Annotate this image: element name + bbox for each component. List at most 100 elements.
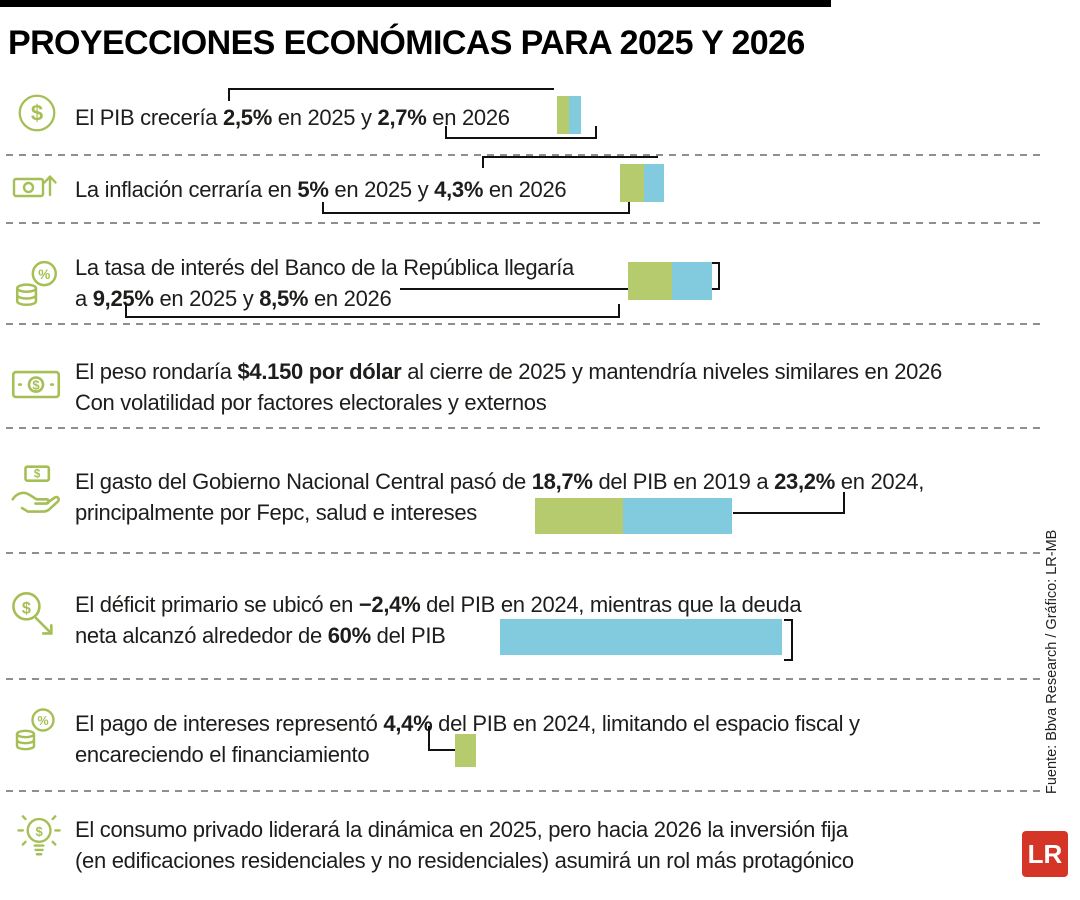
svg-text:%: % — [37, 714, 48, 728]
text-segment: El peso rondaría — [75, 359, 238, 384]
row-text: El peso rondaría $4.150 por dólar al cie… — [75, 356, 942, 418]
text-segment: al cierre de 2025 y mantendría niveles s… — [401, 359, 942, 384]
bar-2026 — [568, 96, 582, 134]
text-segment: La inflación cerraría en — [75, 177, 298, 202]
value-deficit: −2,4% — [358, 592, 421, 617]
deuda-bar — [500, 619, 782, 655]
value-2025: 5% — [297, 177, 329, 202]
callout-line — [445, 126, 597, 139]
text-segment: en 2025 y — [153, 286, 260, 311]
text-segment: del PIB — [370, 623, 446, 648]
text-segment: neta alcanzó alrededor de — [75, 623, 328, 648]
text-segment: La tasa de interés del Banco de la Repúb… — [75, 255, 574, 280]
text-segment: El déficit primario se ubicó en — [75, 592, 359, 617]
row-text: El pago de intereses representó 4,4% del… — [75, 708, 860, 770]
bar-2025 — [620, 164, 644, 202]
bar-deuda-2024 — [500, 619, 782, 655]
coins-percent-icon: % — [12, 258, 62, 308]
row-pago-intereses: % El pago de intereses representó 4,4% d… — [0, 700, 1050, 790]
top-black-bar — [0, 0, 831, 7]
callout-line — [322, 202, 630, 214]
text-segment: El PIB crecería — [75, 105, 224, 130]
cash-growth-icon — [12, 162, 60, 210]
text-segment: El pago de intereses representó — [75, 711, 384, 736]
text-segment: en 2026 — [483, 177, 567, 202]
idea-bulb-icon: $ — [12, 812, 64, 864]
callout-line — [710, 262, 720, 288]
text-segment: El consumo privado liderará la dinámica … — [75, 817, 848, 842]
text-segment: del PIB en 2024, mientras que la deuda — [420, 592, 802, 617]
dashed-divider — [6, 790, 1040, 792]
dashed-divider — [6, 427, 1040, 429]
bar-2025 — [557, 96, 569, 134]
callout-line — [784, 619, 793, 661]
text-segment: principalmente por Fepc, salud e interes… — [75, 500, 477, 525]
row-tasa-interes: % La tasa de interés del Banco de la Rep… — [0, 248, 1050, 323]
value-2025: 9,25% — [92, 286, 154, 311]
callout-line — [125, 304, 620, 318]
bar-2019 — [535, 498, 623, 534]
row-peso-dolar: $ El peso rondaría $4.150 por dólar al c… — [0, 350, 1050, 427]
lr-logo: LR — [1022, 831, 1068, 877]
banknote-icon: $ — [10, 358, 62, 410]
value-tipo-cambio: $4.150 por dólar — [237, 359, 402, 384]
text-segment: en 2026 — [308, 286, 392, 311]
value-2025: 2,5% — [223, 105, 272, 130]
text-segment: El gasto del Gobierno Nacional Central p… — [75, 469, 532, 494]
callout-line — [428, 726, 455, 751]
row-pib: $ El PIB crecería 2,5% en 2025 y 2,7% en… — [0, 88, 1050, 154]
row-deficit-deuda: $ El déficit primario se ubicó en −2,4% … — [0, 583, 1050, 678]
bar-intereses-2024 — [455, 734, 476, 767]
value-deuda: 60% — [327, 623, 371, 648]
dashed-divider — [6, 222, 1040, 224]
svg-text:%: % — [38, 267, 50, 282]
svg-text:$: $ — [32, 377, 40, 392]
row-consumo-privado: $ El consumo privado liderará la dinámic… — [0, 806, 1050, 896]
row-text: La inflación cerraría en 5% en 2025 y 4,… — [75, 174, 567, 205]
dashed-divider — [6, 154, 1040, 156]
row-text: La tasa de interés del Banco de la Repúb… — [75, 252, 574, 314]
bar-2025 — [628, 262, 672, 300]
row-inflacion: La inflación cerraría en 5% en 2025 y 4,… — [0, 156, 1050, 222]
row-gasto-gnc: $ El gasto del Gobierno Nacional Central… — [0, 458, 1050, 552]
bar-2026 — [643, 164, 664, 202]
callout-line — [228, 88, 554, 101]
value-intereses: 4,4% — [383, 711, 433, 736]
row-text: El consumo privado liderará la dinámica … — [75, 814, 854, 876]
text-segment: Con volatilidad por factores electorales… — [75, 390, 547, 415]
callout-line — [400, 288, 720, 290]
text-segment: del PIB en 2019 a — [592, 469, 775, 494]
coin-dollar-icon: $ — [14, 90, 60, 136]
intereses-bar — [455, 734, 476, 767]
dashed-divider — [6, 678, 1040, 680]
value-2019: 18,7% — [531, 469, 593, 494]
svg-text:$: $ — [34, 468, 41, 481]
callout-line — [733, 492, 845, 514]
dashed-divider — [6, 323, 1040, 325]
page-title: PROYECCIONES ECONÓMICAS PARA 2025 Y 2026 — [8, 24, 805, 62]
pib-bars — [557, 96, 582, 134]
text-segment: en 2025 y — [271, 105, 378, 130]
text-segment: a — [75, 286, 93, 311]
row-text: El déficit primario se ubicó en −2,4% de… — [75, 589, 802, 651]
bar-2024 — [622, 498, 732, 534]
value-2026: 4,3% — [434, 177, 484, 202]
tasa-bars — [628, 262, 712, 300]
coins-interest-icon: % — [12, 706, 60, 754]
text-segment: en 2024, — [834, 469, 925, 494]
text-segment: en 2025 y — [328, 177, 435, 202]
text-segment: (en edificaciones residenciales y no res… — [75, 848, 854, 873]
text-segment: encareciendo el financiamiento — [75, 742, 370, 767]
svg-text:$: $ — [35, 824, 43, 839]
value-2026: 8,5% — [259, 286, 309, 311]
bar-2026 — [671, 262, 712, 300]
gasto-bars — [535, 498, 732, 534]
svg-text:$: $ — [22, 599, 31, 617]
svg-text:$: $ — [31, 101, 43, 126]
text-segment: del PIB en 2024, limitando el espacio fi… — [432, 711, 860, 736]
source-credit: Fuente: Bbva Research / Gráfico: LR-MB — [1044, 529, 1060, 794]
dashed-divider — [6, 552, 1040, 554]
row-text: El gasto del Gobierno Nacional Central p… — [75, 466, 924, 528]
dollar-decline-icon: $ — [8, 589, 60, 641]
